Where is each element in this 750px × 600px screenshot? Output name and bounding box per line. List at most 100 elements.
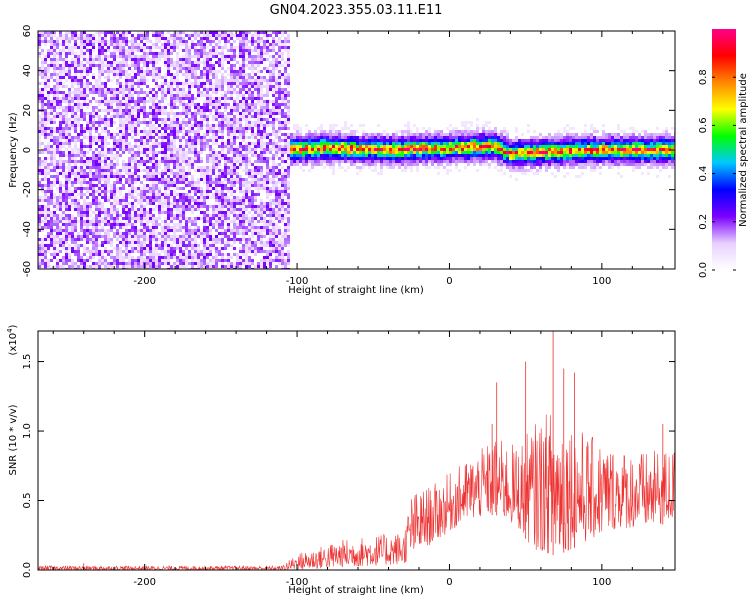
spectrogram-cell: [152, 88, 155, 91]
spectrogram-cell: [104, 184, 107, 187]
spectrogram-cell: [53, 160, 56, 163]
spectrogram-cell: [185, 235, 188, 238]
spectrogram-cell: [221, 205, 224, 208]
spectrogram-cell: [224, 127, 227, 130]
spectrogram-cell: [116, 163, 119, 166]
spectrogram-cell: [92, 37, 95, 40]
spectrogram-cell: [218, 163, 221, 166]
spectrogram-cell: [215, 241, 218, 244]
spectrogram-cell: [143, 37, 146, 40]
spectrogram-cell: [56, 160, 59, 163]
spectrogram-cell: [236, 70, 239, 73]
spectrogram-cell: [59, 31, 62, 34]
spectrogram-cell: [173, 214, 176, 217]
spectrogram-cell: [215, 37, 218, 40]
spectrogram-cell: [53, 202, 56, 205]
spectrogram-cell: [56, 235, 59, 238]
spectrogram-cell: [212, 211, 215, 214]
spectrogram-cell: [239, 82, 242, 85]
spectrogram-cell: [275, 199, 278, 202]
spectrogram-cell: [122, 103, 125, 106]
spectrogram-cell: [116, 256, 119, 259]
spectrogram-cell: [215, 88, 218, 91]
spectrogram-cell: [206, 229, 209, 232]
spectrogram-cell: [263, 229, 266, 232]
spectrogram-cell: [50, 139, 53, 142]
spectrogram-cell: [182, 253, 185, 256]
spectrogram-cell: [179, 157, 182, 160]
spectrogram-cell: [266, 100, 269, 103]
spectrogram-cell: [179, 94, 182, 97]
spectrogram-cell: [86, 235, 89, 238]
spectrogram-cell: [260, 220, 263, 223]
spectrogram-cell: [173, 106, 176, 109]
spectrogram-cell: [182, 121, 185, 124]
spectrogram-cell: [98, 64, 101, 67]
spectrogram-cell: [227, 142, 230, 145]
spectrogram-cell: [170, 79, 173, 82]
spectrogram-cell: [182, 124, 185, 127]
spectrogram-cell: [173, 73, 176, 76]
spectrogram-cell: [149, 130, 152, 133]
spectrogram-cell: [101, 37, 104, 40]
spectrogram-cell: [131, 160, 134, 163]
spectrogram-cell: [218, 232, 221, 235]
spectrogram-cell: [230, 151, 233, 154]
spectrogram-cell: [152, 256, 155, 259]
spectrogram-cell: [242, 193, 245, 196]
spectrogram-cell: [227, 34, 230, 37]
spectrogram-cell: [44, 223, 47, 226]
spectrogram-cell: [197, 217, 200, 220]
spectrogram-cell: [230, 46, 233, 49]
spectrogram-cell: [74, 112, 77, 115]
spectrogram-cell: [65, 85, 68, 88]
spectrogram-cell: [107, 121, 110, 124]
spectrogram-cell: [215, 91, 218, 94]
spectrogram-cell: [86, 106, 89, 109]
spectrogram-cell: [89, 172, 92, 175]
spectrogram-cell: [140, 37, 143, 40]
spectrogram-cell: [140, 73, 143, 76]
spectrogram-cell: [224, 157, 227, 160]
spectrogram-cell: [197, 133, 200, 136]
spectrogram-cell: [173, 238, 176, 241]
spectrogram-cell: [176, 130, 179, 133]
spectrogram-cell: [215, 46, 218, 49]
spectrogram-cell: [212, 97, 215, 100]
spectrogram-cell: [269, 115, 272, 118]
spectrogram-cell: [92, 142, 95, 145]
spectrogram-cell: [188, 241, 191, 244]
spectrogram-cell: [245, 253, 248, 256]
spectrogram-cell: [173, 67, 176, 70]
spectrogram-cell: [155, 58, 158, 61]
spectrogram-cell: [104, 151, 107, 154]
spectrogram-cell: [260, 79, 263, 82]
spectrogram-cell: [89, 103, 92, 106]
spectrogram-cell: [194, 97, 197, 100]
spectrogram-cell: [275, 106, 278, 109]
spectrogram-cell: [68, 145, 71, 148]
spectrogram-cell: [38, 94, 41, 97]
spectrogram-cell: [239, 241, 242, 244]
spectrogram-cell: [185, 70, 188, 73]
spectrogram-cell: [131, 52, 134, 55]
spectrogram-cell: [50, 130, 53, 133]
spectrogram-cell: [209, 94, 212, 97]
spectrogram-cell: [47, 40, 50, 43]
spectrogram-cell: [218, 157, 221, 160]
spectrogram-cell: [71, 85, 74, 88]
spectrogram-cell: [131, 70, 134, 73]
spectrogram-cell: [152, 112, 155, 115]
spectrogram-cell: [116, 94, 119, 97]
spectrogram-cell: [50, 148, 53, 151]
spectrogram-cell: [137, 217, 140, 220]
spectrogram-cell: [137, 103, 140, 106]
spectrogram-cell: [245, 103, 248, 106]
spectrogram-cell: [53, 175, 56, 178]
spectrogram-cell: [80, 220, 83, 223]
spectrogram-cell: [185, 67, 188, 70]
spectrogram-cell: [125, 133, 128, 136]
spectrogram-cell: [179, 121, 182, 124]
spectrogram-cell: [266, 148, 269, 151]
spectrogram-cell: [116, 82, 119, 85]
